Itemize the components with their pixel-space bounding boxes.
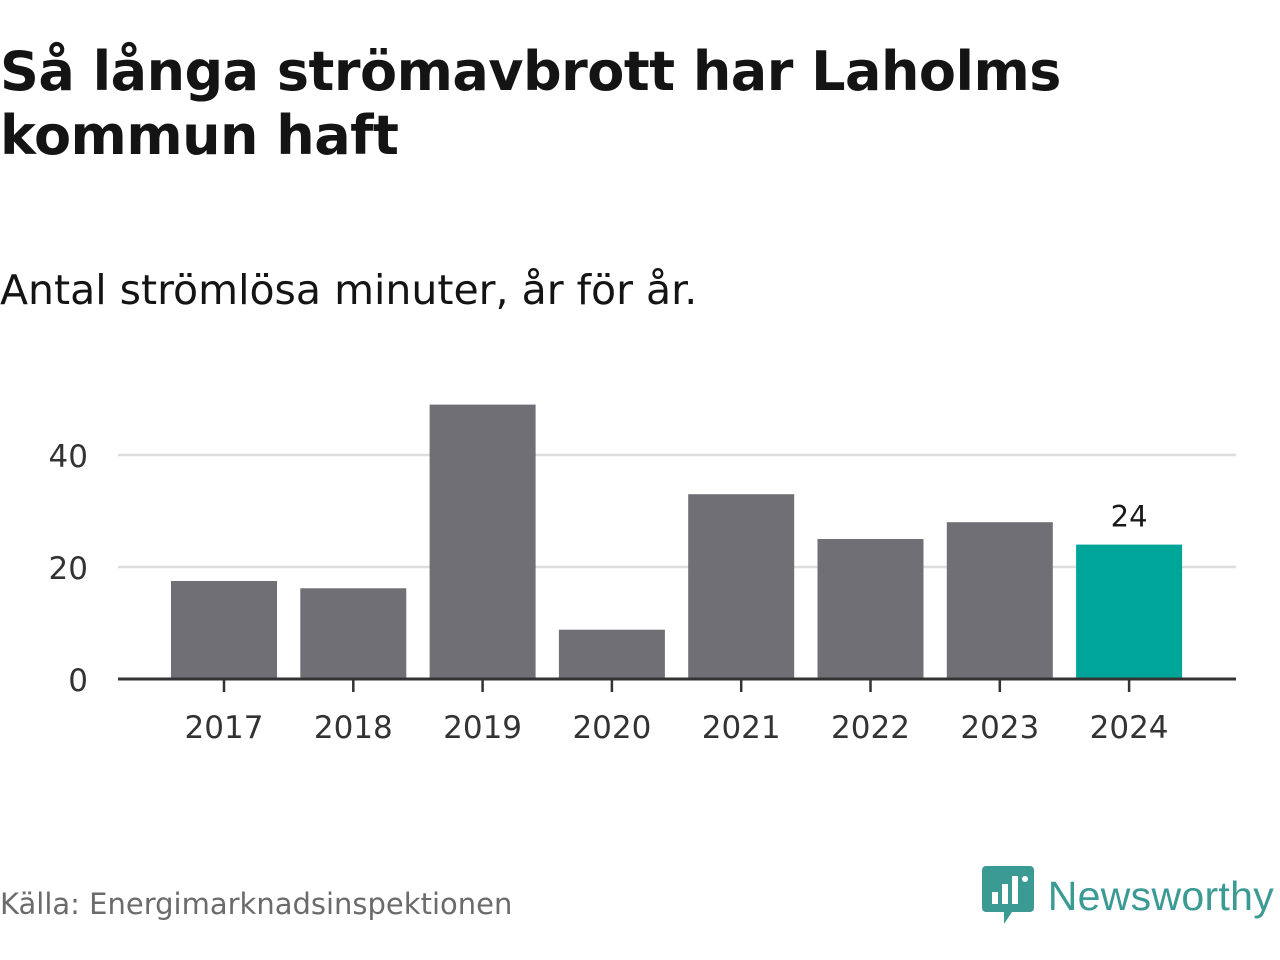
x-axis bbox=[118, 677, 1236, 692]
bar-2021 bbox=[688, 494, 795, 679]
bar-2018 bbox=[300, 588, 407, 679]
bars bbox=[171, 404, 1183, 679]
y-tick-label: 40 bbox=[49, 439, 88, 475]
y-tick-label: 0 bbox=[68, 663, 88, 699]
x-tick-label: 2018 bbox=[314, 710, 393, 746]
x-tick-label: 2023 bbox=[960, 710, 1039, 746]
bar-2019 bbox=[429, 404, 536, 679]
bar-2024 bbox=[1076, 544, 1183, 679]
brand-logo: Newsworthy bbox=[981, 864, 1274, 928]
labels: 0 20 40 2017 2018 2019 2020 2021 2022 2023 2024 24 bbox=[49, 439, 1169, 746]
grid-lines bbox=[118, 453, 1236, 569]
x-tick-label: 2017 bbox=[185, 710, 264, 746]
chart-subtitle: Antal strömlösa minuter, år för år. bbox=[0, 266, 698, 314]
bar-chart: 0 20 40 2017 2018 2019 2020 2021 2022 2023 2024 24 bbox=[49, 404, 1236, 746]
bar-2017 bbox=[171, 581, 277, 679]
chart-title: Så långa strömavbrott har Laholms kommun… bbox=[0, 40, 1061, 167]
bar-2023 bbox=[946, 522, 1053, 679]
brand-name: Newsworthy bbox=[1047, 873, 1274, 919]
x-tick-label: 2022 bbox=[831, 710, 910, 746]
bar-2020 bbox=[558, 629, 665, 679]
data-label: 24 bbox=[1111, 500, 1148, 534]
x-tick-label: 2019 bbox=[443, 710, 522, 746]
source-note: Källa: Energimarknadsinspektionen bbox=[0, 887, 513, 921]
bar-2022 bbox=[817, 539, 924, 679]
newsworthy-logo-icon bbox=[981, 866, 1034, 924]
x-tick-label: 2024 bbox=[1090, 710, 1169, 746]
y-tick-label: 20 bbox=[49, 551, 88, 587]
x-tick-label: 2021 bbox=[702, 710, 781, 746]
x-tick-label: 2020 bbox=[572, 710, 651, 746]
